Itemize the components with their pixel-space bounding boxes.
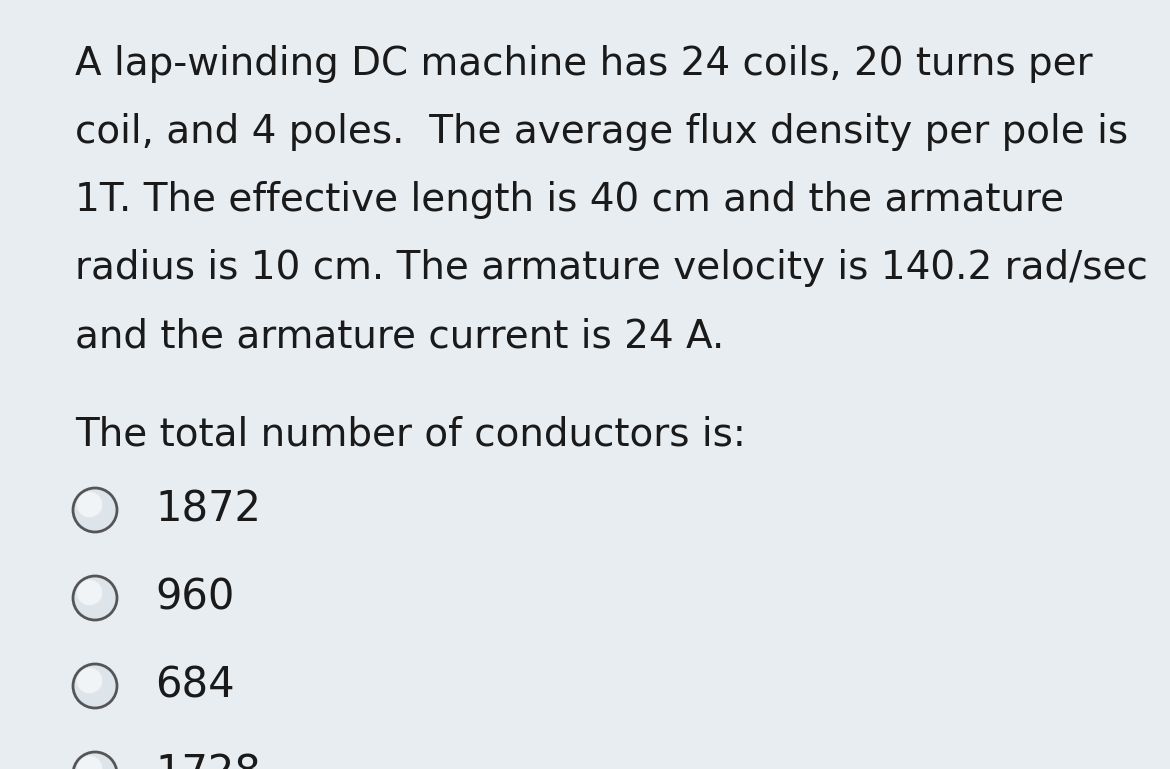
Text: 684: 684 — [154, 665, 235, 707]
Text: 1728: 1728 — [154, 753, 261, 769]
Text: coil, and 4 poles.  The average flux density per pole is: coil, and 4 poles. The average flux dens… — [75, 113, 1128, 151]
Circle shape — [73, 664, 117, 708]
Circle shape — [77, 668, 102, 693]
Circle shape — [73, 752, 117, 769]
Circle shape — [77, 492, 102, 517]
Text: and the armature current is 24 A.: and the armature current is 24 A. — [75, 317, 724, 355]
Text: radius is 10 cm. The armature velocity is 140.2 rad/sec: radius is 10 cm. The armature velocity i… — [75, 249, 1148, 287]
Circle shape — [73, 576, 117, 620]
Circle shape — [77, 581, 102, 604]
Text: A lap-winding DC machine has 24 coils, 20 turns per: A lap-winding DC machine has 24 coils, 2… — [75, 45, 1093, 83]
Text: The total number of conductors is:: The total number of conductors is: — [75, 415, 746, 453]
Circle shape — [77, 757, 102, 769]
Text: 960: 960 — [154, 577, 234, 619]
Circle shape — [73, 488, 117, 532]
Text: 1T. The effective length is 40 cm and the armature: 1T. The effective length is 40 cm and th… — [75, 181, 1065, 219]
Text: 1872: 1872 — [154, 489, 261, 531]
